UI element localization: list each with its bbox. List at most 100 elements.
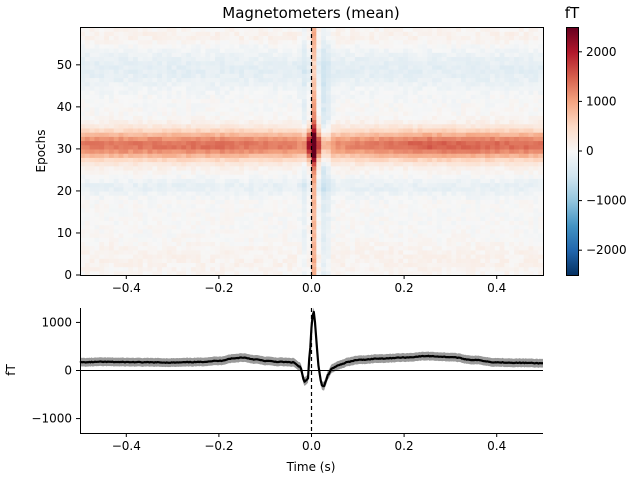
heatmap-cell	[108, 232, 115, 238]
heatmap-cell	[224, 182, 231, 188]
heatmap-cell	[142, 190, 149, 196]
heatmap-cell	[311, 73, 317, 79]
heatmap-cell	[436, 56, 443, 62]
heatmap-cell	[292, 211, 298, 217]
heatmap-cell	[113, 216, 120, 221]
heatmap-cell	[412, 258, 419, 263]
heatmap-cell	[224, 157, 231, 163]
heatmap-cell	[128, 123, 134, 129]
heatmap-cell	[475, 178, 481, 184]
heatmap-cell	[306, 119, 313, 125]
heatmap-cell	[364, 186, 370, 192]
heatmap-cell	[311, 211, 317, 217]
heatmap-cell	[422, 186, 428, 192]
heatmap-cell	[248, 81, 255, 87]
heatmap-cell	[538, 102, 544, 108]
heatmap-cell	[118, 174, 124, 179]
heatmap-cell	[470, 60, 477, 66]
heatmap-cell	[263, 127, 269, 133]
heatmap-cell	[374, 245, 380, 251]
heatmap-cell	[446, 161, 452, 167]
heatmap-cell	[292, 182, 298, 188]
heatmap-cell	[161, 56, 168, 62]
heatmap-cell	[446, 266, 452, 272]
heatmap-cell	[538, 207, 544, 213]
heatmap-cell	[89, 199, 96, 205]
heatmap-cell	[248, 262, 255, 268]
heatmap-cell	[538, 258, 544, 263]
heatmap-cell	[325, 178, 332, 184]
heatmap-cell	[325, 98, 332, 104]
heatmap-cell	[195, 245, 202, 251]
heatmap-cell	[104, 60, 110, 66]
heatmap-cell	[104, 140, 110, 146]
heatmap-cell	[427, 195, 433, 200]
heatmap-cell	[475, 199, 481, 205]
heatmap-cell	[253, 169, 260, 175]
heatmap-cell	[277, 115, 284, 121]
heatmap-cell	[253, 199, 260, 205]
heatmap-cell	[407, 157, 414, 163]
heatmap-cell	[253, 228, 260, 234]
heatmap-cell	[432, 199, 438, 205]
heatmap-cell	[287, 127, 293, 133]
heatmap-cell	[94, 174, 100, 179]
heatmap-cell	[461, 60, 467, 66]
heatmap-cell	[427, 203, 433, 209]
heatmap-cell	[335, 64, 342, 70]
heatmap-cell	[186, 60, 192, 66]
heatmap-cell	[374, 119, 380, 125]
heatmap-cell	[499, 123, 506, 129]
heatmap-cell	[412, 169, 419, 175]
heatmap-cell	[364, 102, 370, 108]
heatmap-cell	[412, 195, 419, 200]
heatmap-cell	[528, 90, 534, 95]
heatmap-cell	[504, 258, 510, 263]
heatmap-cell	[104, 115, 110, 121]
heatmap-cell	[422, 106, 428, 112]
heatmap-cell	[171, 220, 178, 226]
heatmap-cell	[234, 245, 240, 251]
heatmap-cell	[499, 77, 506, 83]
heatmap-cell	[108, 94, 115, 100]
heatmap-cell	[350, 220, 356, 226]
heatmap-cell	[359, 241, 366, 247]
heatmap-cell	[142, 165, 149, 171]
heatmap-cell	[403, 249, 409, 255]
heatmap-cell	[253, 253, 260, 259]
heatmap-cell	[335, 203, 342, 209]
heatmap-cell	[224, 127, 231, 133]
heatmap-cell	[166, 207, 173, 213]
heatmap-cell	[297, 153, 303, 158]
heatmap-cell	[210, 262, 216, 268]
heatmap-cell	[494, 111, 501, 116]
heatmap-cell	[123, 119, 129, 125]
heatmap-cell	[234, 90, 240, 95]
heatmap-cell	[190, 232, 197, 238]
heatmap-cell	[432, 178, 438, 184]
heatmap-cell	[224, 90, 231, 95]
heatmap-cell	[383, 207, 390, 213]
heatmap-cell	[234, 241, 240, 247]
heatmap-cell	[80, 102, 86, 108]
heatmap-cell	[195, 216, 202, 221]
heatmap-cell	[514, 123, 520, 129]
heatmap-cell	[161, 178, 168, 184]
heatmap-cell	[509, 186, 515, 192]
heatmap-cell	[311, 207, 317, 213]
heatmap-cell	[306, 220, 313, 226]
heatmap-cell	[374, 98, 380, 104]
heatmap-cell	[94, 232, 100, 238]
heatmap-cell	[142, 127, 149, 133]
heatmap-cell	[195, 220, 202, 226]
heatmap-cell	[340, 199, 346, 205]
heatmap-cell	[340, 56, 346, 62]
heatmap-cell	[427, 220, 433, 226]
heatmap-cell	[533, 111, 539, 116]
heatmap-cell	[461, 106, 467, 112]
heatmap-cell	[321, 115, 327, 121]
heatmap-cell	[292, 127, 298, 133]
heatmap-cell	[446, 258, 452, 263]
heatmap-cell	[210, 211, 216, 217]
heatmap-cell	[509, 182, 515, 188]
